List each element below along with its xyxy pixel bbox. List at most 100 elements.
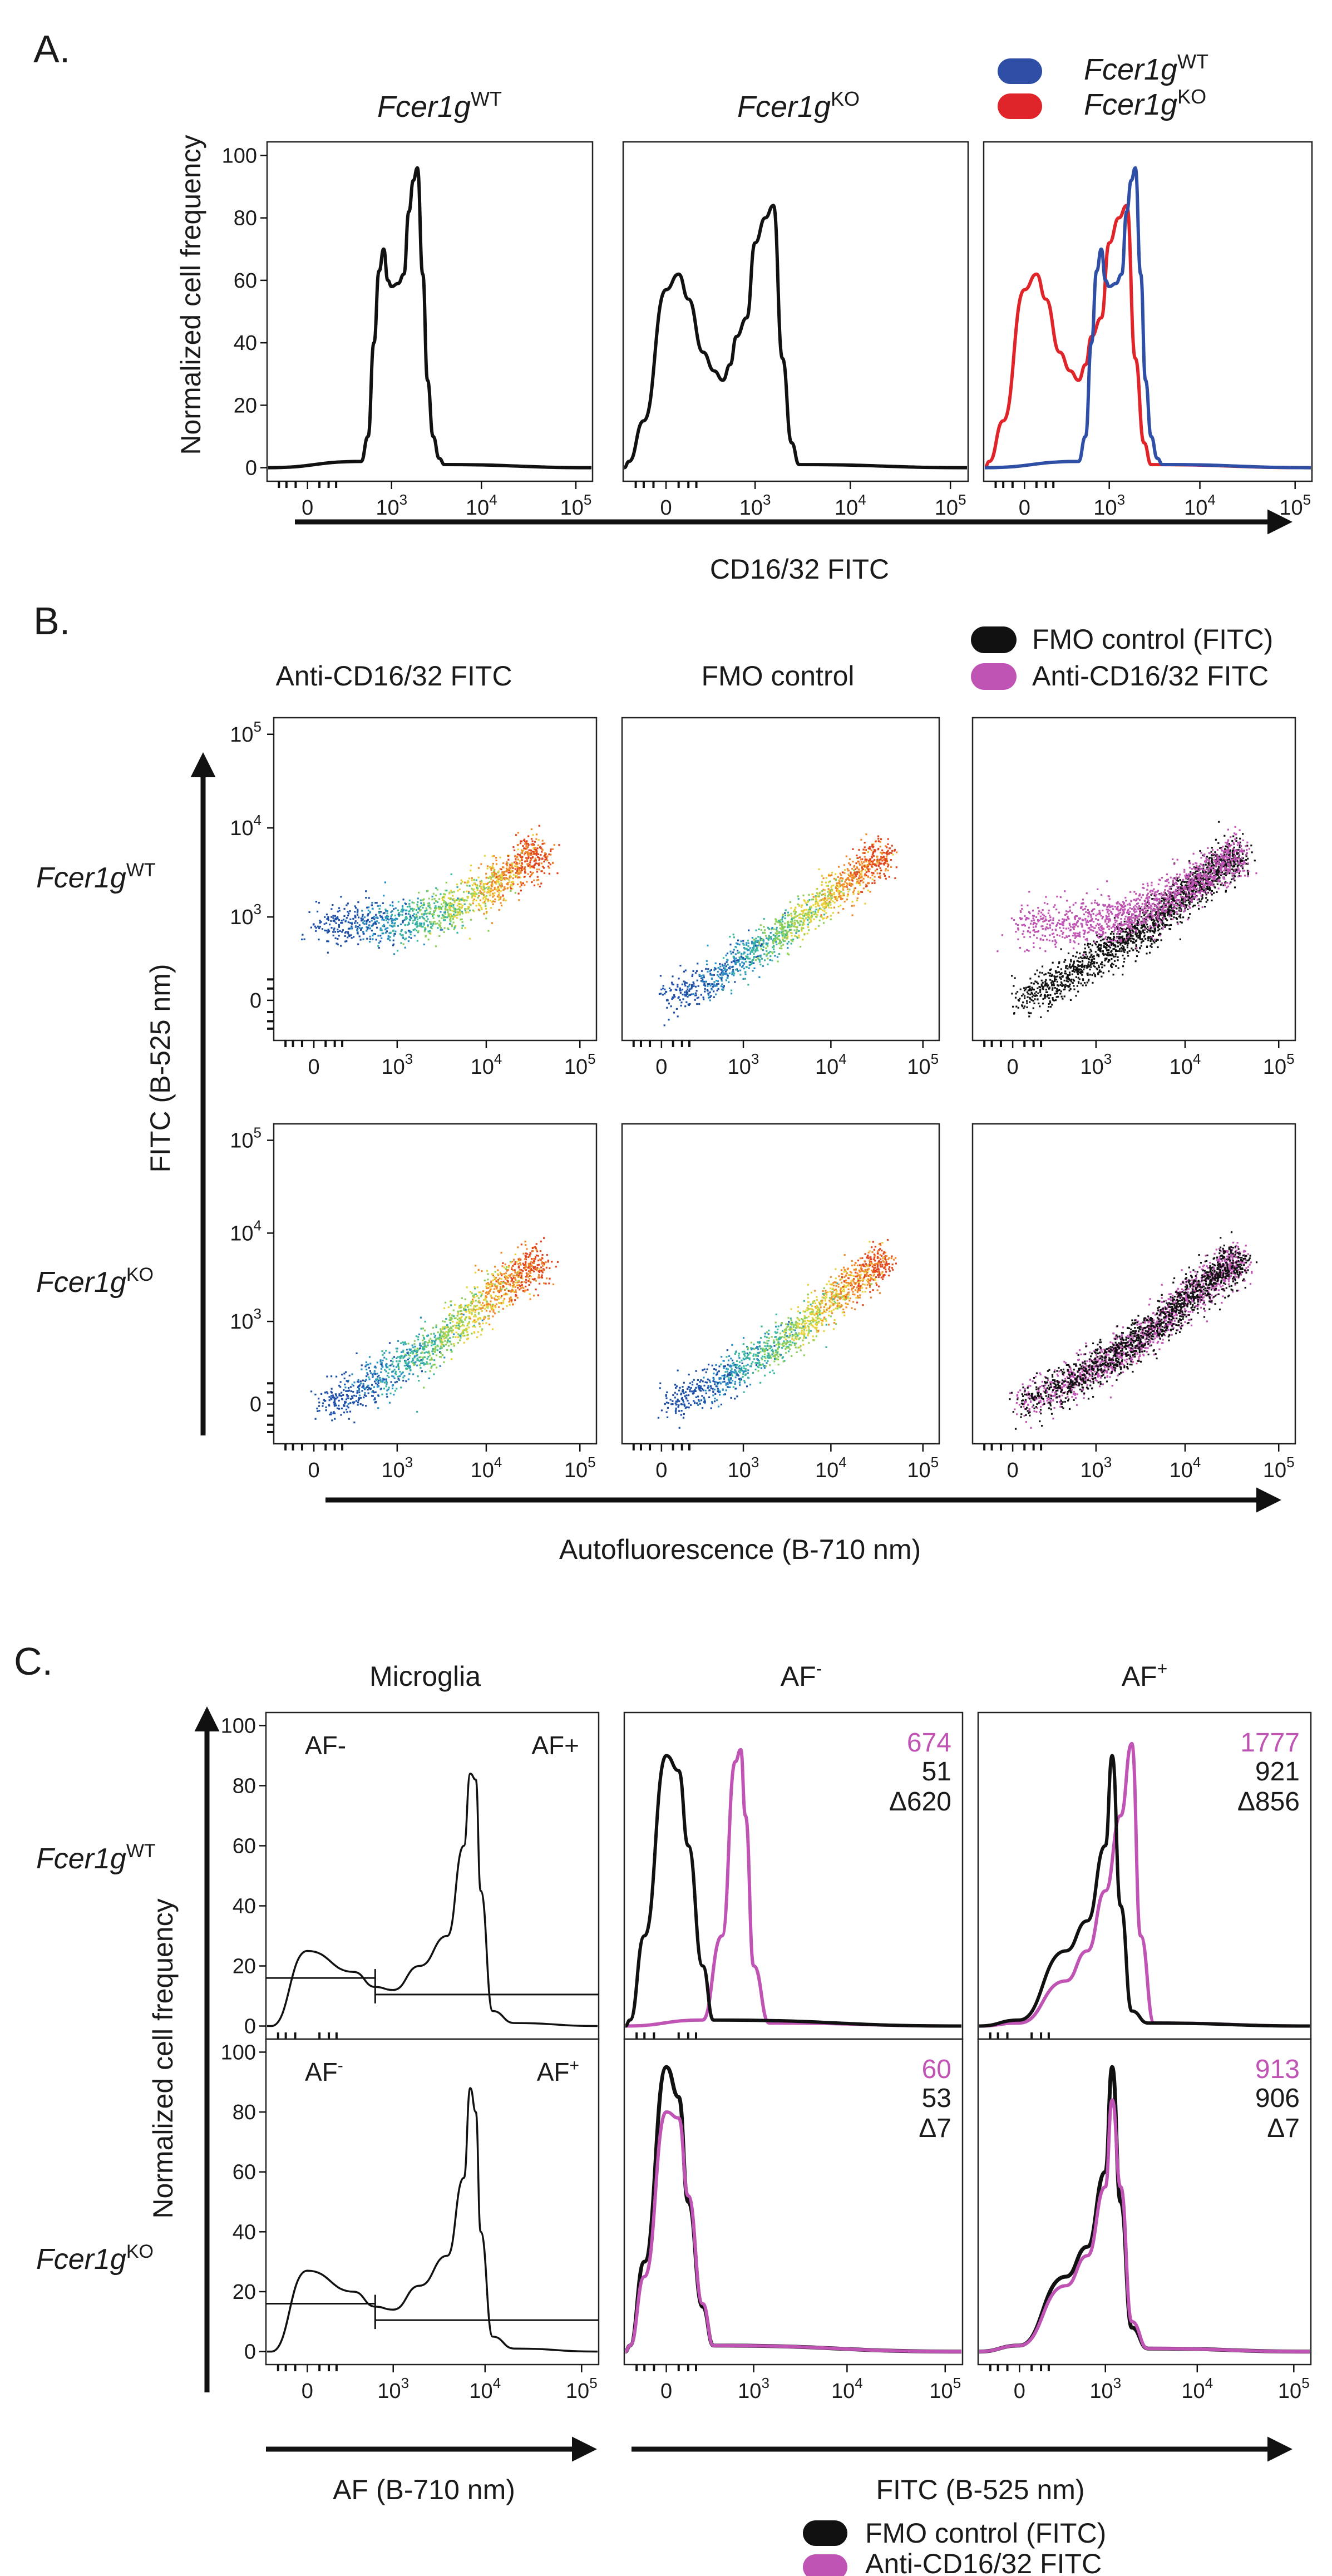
event-dot: [1167, 913, 1169, 915]
event-dot: [1123, 947, 1125, 949]
event-dot: [1166, 911, 1168, 914]
event-dot: [758, 976, 761, 978]
event-dot: [1237, 857, 1240, 860]
event-dot: [1220, 847, 1222, 850]
event-dot: [498, 899, 500, 901]
event-dot: [746, 944, 748, 946]
event-dot: [1180, 908, 1182, 910]
event-dot: [357, 909, 359, 911]
event-dot: [1241, 859, 1244, 862]
event-dot: [1164, 926, 1166, 928]
event-dot: [1158, 917, 1160, 920]
event-dot: [1093, 963, 1096, 965]
event-dot: [502, 889, 505, 891]
event-dot: [477, 876, 480, 879]
event-dot: [725, 965, 727, 968]
event-dot: [693, 985, 695, 987]
event-dot: [1080, 965, 1082, 967]
event-dot: [1170, 905, 1172, 907]
event-dot: [375, 939, 377, 941]
event-dot: [831, 889, 833, 891]
event-dot: [1112, 944, 1114, 947]
event-dot: [744, 958, 746, 960]
event-dot: [379, 927, 382, 930]
event-dot: [1039, 937, 1042, 940]
event-dot: [1210, 869, 1212, 871]
event-dot: [877, 837, 880, 840]
event-dot: [1190, 884, 1192, 886]
event-dot: [487, 889, 490, 891]
event-dot: [1113, 936, 1116, 939]
event-dot: [455, 914, 457, 916]
x-tick-label: 0: [302, 496, 313, 520]
event-dot: [460, 904, 462, 906]
event-dot: [1110, 939, 1112, 941]
event-dot: [780, 921, 782, 924]
event-dot: [737, 961, 739, 964]
event-dot: [802, 915, 805, 917]
event-dot: [405, 903, 407, 905]
event-dot: [1096, 968, 1098, 970]
event-dot: [497, 878, 500, 881]
event-dot: [850, 885, 852, 887]
event-dot: [852, 877, 855, 879]
panel-a-x-ticks: 0 103 104 105: [994, 481, 1311, 520]
event-dot: [1213, 892, 1215, 894]
event-dot: [723, 985, 725, 987]
event-dot: [880, 856, 882, 858]
event-dot: [1210, 874, 1212, 876]
event-dot: [1172, 909, 1174, 911]
event-dot: [369, 938, 372, 940]
event-dot: [326, 918, 328, 920]
event-dot: [1019, 988, 1022, 990]
event-dot: [1103, 954, 1105, 956]
event-dot: [1057, 984, 1059, 986]
y-tick-label: 60: [234, 269, 257, 293]
event-dot: [851, 914, 854, 916]
event-dot: [1217, 868, 1219, 870]
event-dot: [421, 904, 423, 907]
event-dot: [1160, 939, 1162, 941]
event-dot: [499, 877, 501, 880]
event-dot: [1030, 989, 1032, 991]
event-dot: [868, 882, 870, 885]
event-dot: [471, 892, 473, 895]
event-dot: [387, 917, 389, 920]
event-dot: [492, 896, 494, 898]
event-dot: [421, 915, 423, 917]
event-dot: [795, 932, 797, 934]
event-dot: [741, 961, 743, 964]
event-dot: [539, 885, 541, 887]
event-dot: [890, 859, 892, 861]
event-dot: [1044, 983, 1047, 985]
event-dot: [1216, 891, 1218, 893]
event-dot: [1199, 850, 1201, 852]
event-dot: [536, 850, 538, 852]
event-dot: [1170, 896, 1172, 899]
event-dot: [421, 913, 423, 915]
event-dot: [1232, 853, 1234, 856]
event-dot: [1079, 968, 1081, 970]
event-dot: [681, 983, 683, 985]
event-dot: [1156, 919, 1158, 922]
event-dot: [1034, 980, 1037, 983]
event-dot: [871, 863, 873, 866]
event-dot: [1117, 923, 1119, 925]
event-dot: [1111, 942, 1113, 945]
event-dot: [516, 868, 519, 870]
event-dot: [815, 900, 817, 903]
event-dot: [801, 926, 803, 929]
event-dot: [1218, 871, 1220, 874]
event-dot: [409, 919, 411, 921]
event-dot: [830, 904, 832, 906]
event-dot: [1136, 935, 1138, 937]
event-dot: [533, 851, 535, 853]
event-dot: [885, 858, 888, 860]
event-dot: [1086, 967, 1088, 969]
event-dot: [874, 870, 876, 872]
event-dot: [524, 860, 526, 862]
event-dot: [855, 882, 858, 885]
y-tick-label: 80: [234, 207, 257, 230]
event-dot: [1247, 874, 1249, 876]
event-dot: [752, 949, 754, 951]
